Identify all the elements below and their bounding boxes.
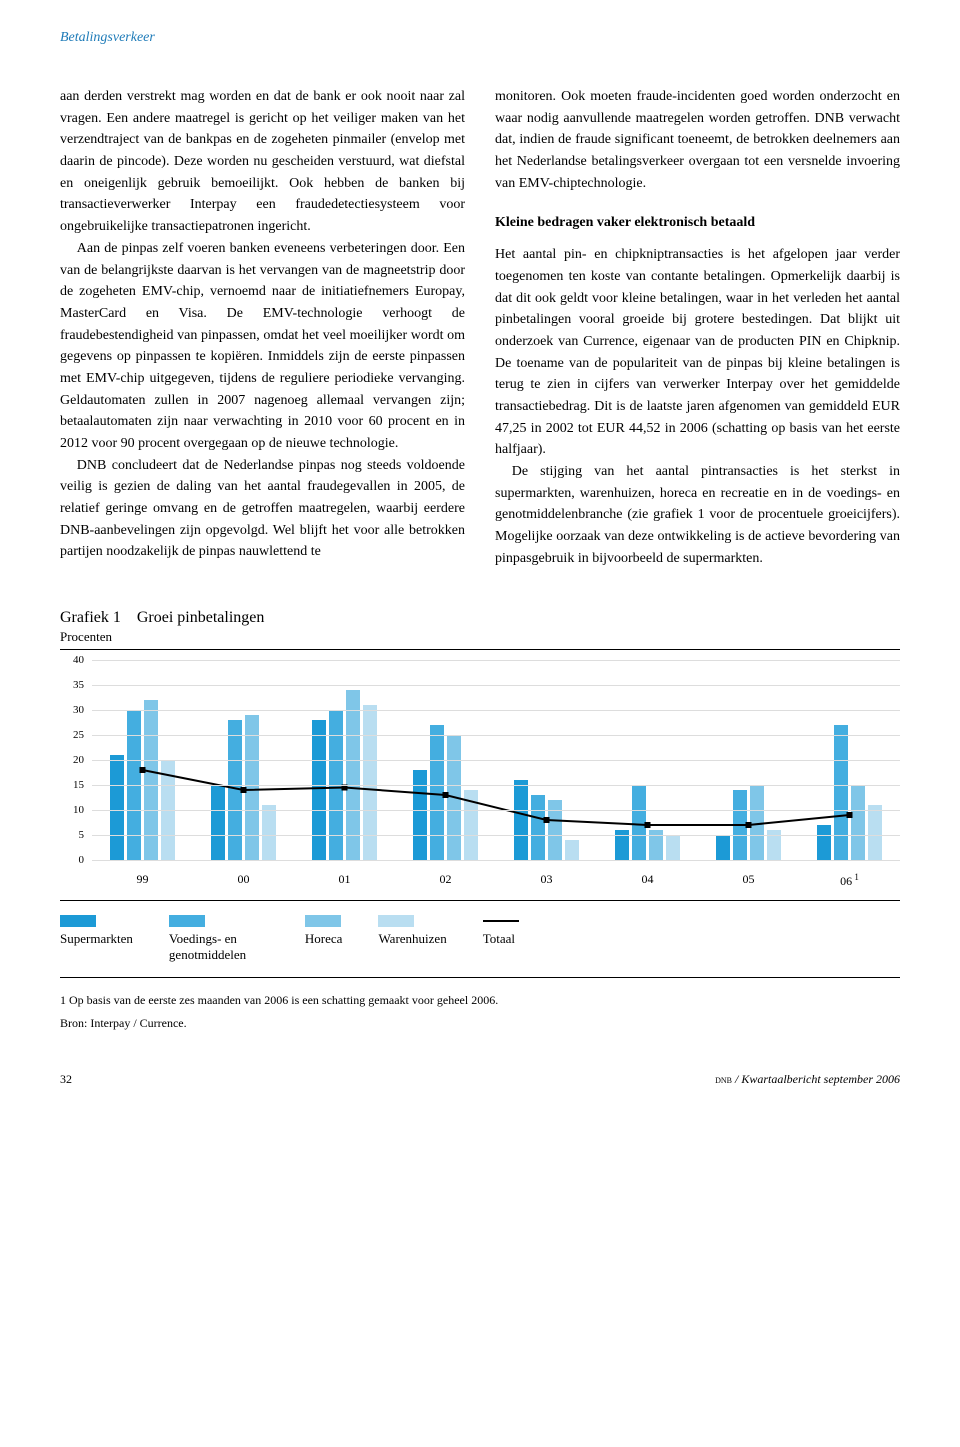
chart-title-rest: Groei pinbetalingen <box>137 609 265 626</box>
page-footer: 32 dnb / Kwartaalbericht september 2006 <box>60 1072 900 1087</box>
journal-rest: / Kwartaalbericht september 2006 <box>732 1072 900 1086</box>
section-subhead: Kleine bedragen vaker elektronisch betaa… <box>495 212 900 234</box>
ytick: 40 <box>60 654 84 666</box>
legend-swatch <box>60 915 96 927</box>
gridline <box>92 860 900 861</box>
chart-bar <box>817 825 831 860</box>
chart-bar <box>666 835 680 860</box>
paragraph: Aan de pinpas zelf voeren banken eveneen… <box>60 238 465 455</box>
ytick: 30 <box>60 704 84 716</box>
legend-label: Totaal <box>483 931 515 947</box>
chart-bar <box>514 780 528 860</box>
gridline <box>92 810 900 811</box>
body-columns: aan derden verstrekt mag worden en dat d… <box>60 86 900 569</box>
gridline <box>92 735 900 736</box>
chart-area: 0510152025303540 9900010203040506 1 <box>60 660 900 890</box>
legend-swatch <box>378 915 414 927</box>
chart-bar <box>632 785 646 860</box>
chart-yaxis: 0510152025303540 <box>60 660 84 860</box>
chart-bar <box>733 790 747 860</box>
chart-block: Grafiek 1 Groei pinbetalingen Procenten … <box>60 609 900 1032</box>
chart-title-prefix: Grafiek 1 <box>60 609 121 626</box>
legend-item: Warenhuizen <box>378 915 446 947</box>
ytick: 20 <box>60 754 84 766</box>
chart-bar <box>868 805 882 860</box>
ytick: 35 <box>60 679 84 691</box>
chart-legend: Supermarkten Voedings- en genot­middelen H… <box>60 915 900 963</box>
ytick: 5 <box>60 829 84 841</box>
legend-item: Horeca <box>305 915 343 947</box>
legend-item: Supermarkten <box>60 915 133 947</box>
ytick: 10 <box>60 804 84 816</box>
gridline <box>92 785 900 786</box>
gridline <box>92 835 900 836</box>
gridline <box>92 760 900 761</box>
left-column: aan derden verstrekt mag worden en dat d… <box>60 86 465 569</box>
chart-bar <box>144 700 158 860</box>
chart-bar <box>413 770 427 860</box>
gridline <box>92 660 900 661</box>
paragraph: Het aantal pin- en chipkniptransacties i… <box>495 244 900 461</box>
chart-title: Grafiek 1 Groei pinbetalingen <box>60 609 900 627</box>
chart-rule-mid <box>60 900 900 901</box>
chart-bar <box>464 790 478 860</box>
xlabel: 01 <box>294 866 395 890</box>
xlabel: 02 <box>395 866 496 890</box>
chart-bar <box>228 720 242 860</box>
chart-bar <box>851 785 865 860</box>
chart-bar <box>312 720 326 860</box>
legend-label: Horeca <box>305 931 343 947</box>
ytick: 15 <box>60 779 84 791</box>
xlabel: 99 <box>92 866 193 890</box>
xlabel: 00 <box>193 866 294 890</box>
xlabel: 04 <box>597 866 698 890</box>
chart-bar <box>716 835 730 860</box>
legend-swatch <box>305 915 341 927</box>
legend-swatch <box>169 915 205 927</box>
chart-bar <box>211 785 225 860</box>
xlabel: 06 1 <box>799 866 900 890</box>
chart-bar <box>531 795 545 860</box>
journal-sc: dnb <box>715 1072 732 1086</box>
ytick: 25 <box>60 729 84 741</box>
chart-bar <box>363 705 377 860</box>
ytick: 0 <box>60 854 84 866</box>
gridline <box>92 685 900 686</box>
legend-label: Voedings- en genot­middelen <box>169 931 269 963</box>
legend-item: Totaal <box>483 915 519 947</box>
journal-ref: dnb / Kwartaalbericht september 2006 <box>715 1072 900 1087</box>
chart-rule-bottom <box>60 977 900 978</box>
chart-bar <box>548 800 562 860</box>
chart-bar <box>565 840 579 860</box>
chart-bar <box>262 805 276 860</box>
right-column: monitoren. Ook moeten fraude-incidenten … <box>495 86 900 569</box>
legend-label: Warenhuizen <box>378 931 446 947</box>
gridline <box>92 710 900 711</box>
legend-line-swatch <box>483 915 519 927</box>
chart-bar <box>430 725 444 860</box>
chart-footnote: 1 Op basis van de eerste zes maanden van… <box>60 992 900 1009</box>
chart-source: Bron: Interpay / Currence. <box>60 1015 900 1032</box>
running-head: Betalingsverkeer <box>60 30 900 46</box>
chart-bar <box>110 755 124 860</box>
paragraph: De stijging van het aantal pintransactie… <box>495 461 900 569</box>
paragraph: monitoren. Ook moeten fraude-incidenten … <box>495 86 900 194</box>
xlabel: 05 <box>698 866 799 890</box>
page: Betalingsverkeer aan derden verstrekt ma… <box>0 0 960 1117</box>
chart-rule-top <box>60 649 900 650</box>
page-number: 32 <box>60 1072 72 1087</box>
chart-xlabels: 9900010203040506 1 <box>92 866 900 890</box>
xlabel: 03 <box>496 866 597 890</box>
paragraph: DNB concludeert dat de Nederlandse pinpa… <box>60 455 465 563</box>
chart-bar <box>245 715 259 860</box>
chart-bar <box>834 725 848 860</box>
chart-bar <box>447 735 461 860</box>
legend-item: Voedings- en genot­middelen <box>169 915 269 963</box>
chart-plot <box>92 660 900 860</box>
paragraph: aan derden verstrekt mag worden en dat d… <box>60 86 465 238</box>
legend-label: Supermarkten <box>60 931 133 947</box>
chart-bar <box>750 785 764 860</box>
chart-subtitle: Procenten <box>60 629 900 645</box>
